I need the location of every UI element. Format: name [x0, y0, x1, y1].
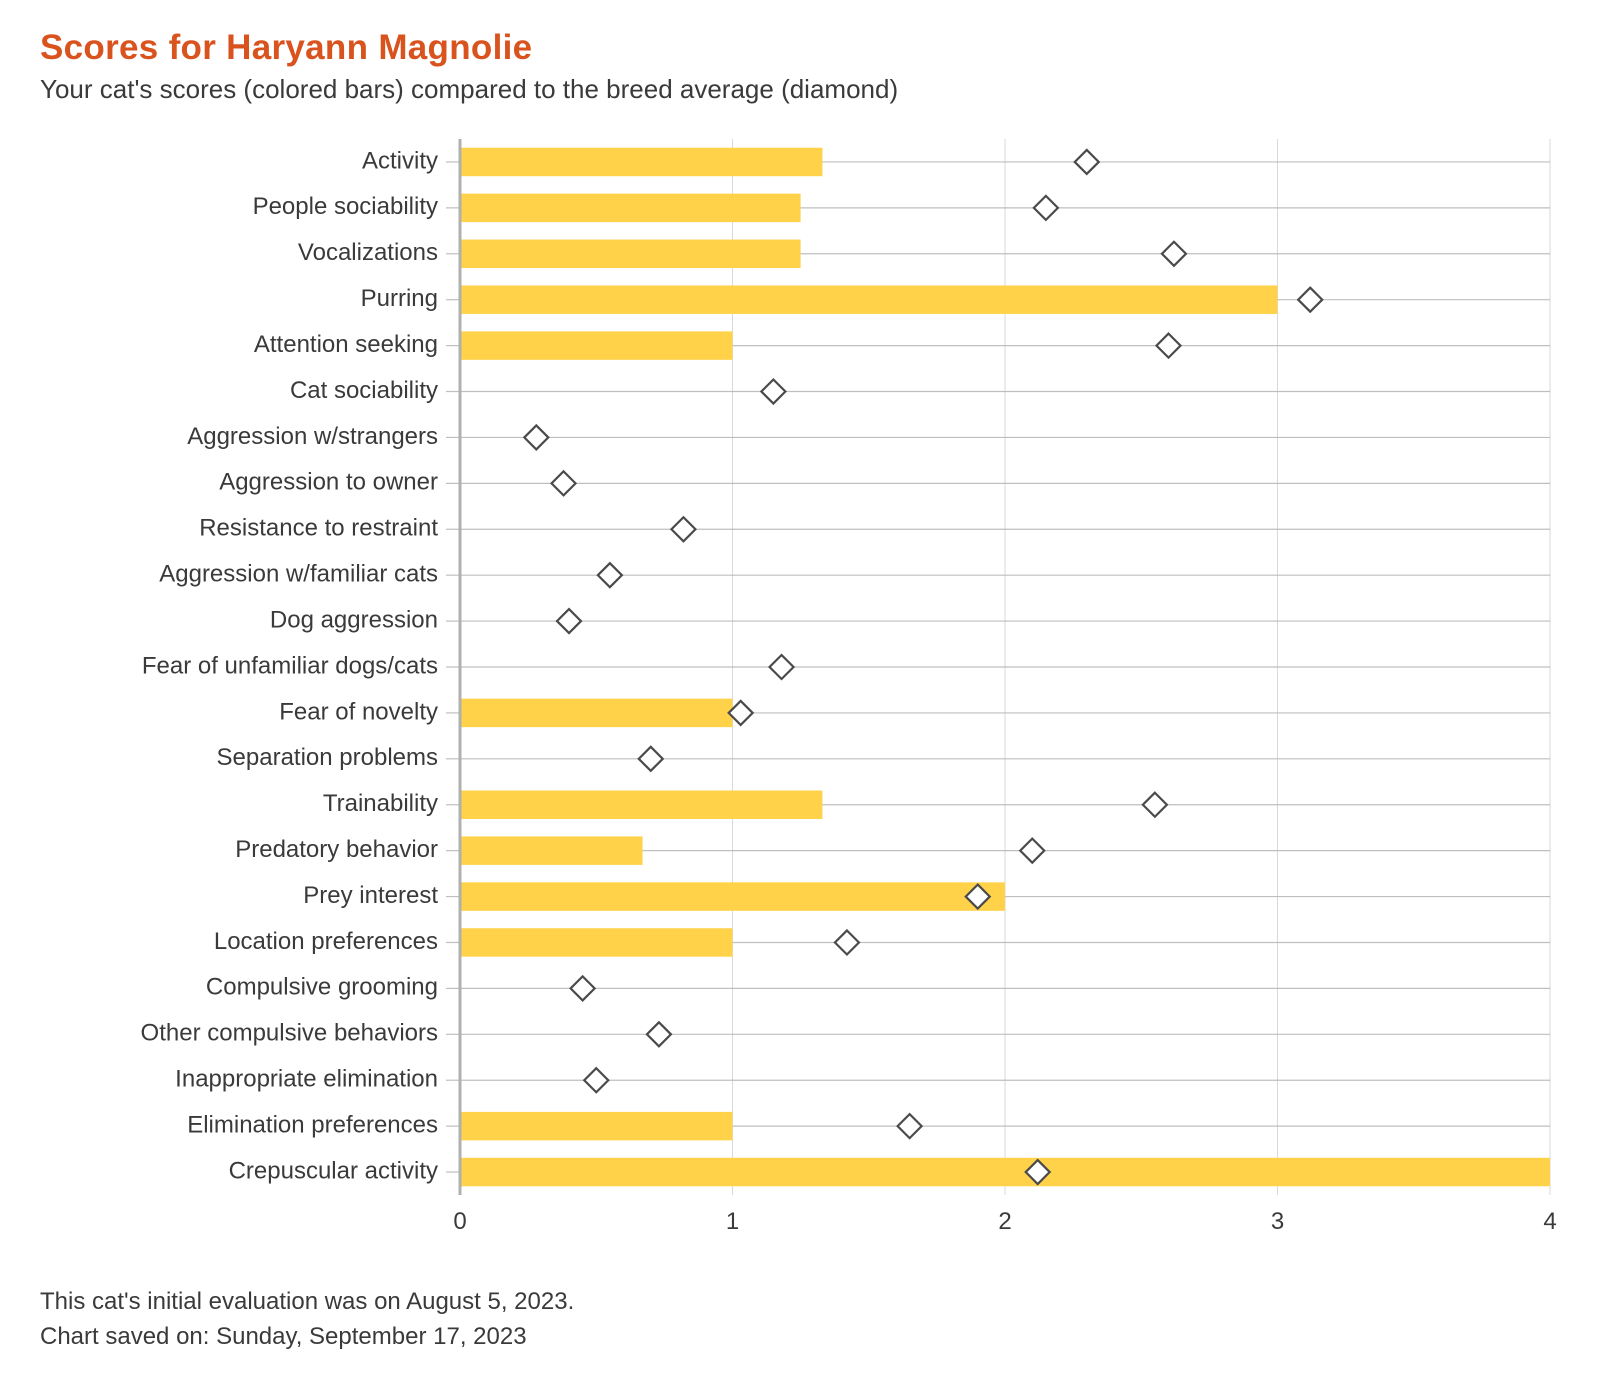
breed-avg-marker — [898, 1114, 922, 1138]
score-bar — [460, 285, 1278, 313]
row-label: Vocalizations — [298, 239, 438, 266]
row-label: Compulsive grooming — [206, 974, 438, 1001]
row-label: Aggression to owner — [219, 469, 438, 496]
breed-avg-marker — [1034, 196, 1058, 220]
footer-saved-date: Chart saved on: Sunday, September 17, 20… — [40, 1320, 1560, 1355]
row-label: Separation problems — [217, 744, 438, 771]
score-bar — [460, 699, 733, 727]
scores-chart-svg: Activity People sociability Vocalizations P… — [40, 131, 1560, 1251]
breed-avg-marker — [1298, 288, 1322, 312]
row-label: Prey interest — [303, 882, 438, 909]
breed-avg-marker — [770, 655, 794, 679]
score-bar — [460, 194, 801, 222]
row-label: Aggression w/familiar cats — [159, 561, 438, 588]
x-tick-label: 3 — [1271, 1208, 1284, 1235]
row-label: Attention seeking — [254, 331, 438, 358]
x-tick-label: 1 — [726, 1208, 739, 1235]
breed-avg-marker — [671, 517, 695, 541]
row-label: Cat sociability — [290, 377, 438, 404]
breed-avg-marker — [835, 930, 859, 954]
x-tick-label: 4 — [1543, 1208, 1556, 1235]
chart-footer: This cat's initial evaluation was on Aug… — [40, 1285, 1560, 1355]
row-label: Purring — [361, 285, 438, 312]
breed-avg-marker — [571, 976, 595, 1000]
row-label: Activity — [362, 147, 438, 174]
breed-avg-marker — [524, 425, 548, 449]
x-tick-label: 0 — [453, 1208, 466, 1235]
score-bar — [460, 882, 1005, 910]
breed-avg-marker — [1143, 793, 1167, 817]
row-label: Other compulsive behaviors — [141, 1020, 438, 1047]
score-bar — [460, 1112, 733, 1140]
scores-chart: Activity People sociability Vocalizations P… — [40, 131, 1560, 1251]
breed-avg-marker — [1020, 839, 1044, 863]
row-label: Crepuscular activity — [229, 1157, 438, 1184]
row-label: Dog aggression — [270, 606, 438, 633]
row-label: Fear of unfamiliar dogs/cats — [142, 652, 438, 679]
score-bar — [460, 791, 822, 819]
score-bar — [460, 1158, 1550, 1186]
footer-eval-date: This cat's initial evaluation was on Aug… — [40, 1285, 1560, 1320]
row-label: People sociability — [253, 193, 438, 220]
score-bar — [460, 240, 801, 268]
breed-avg-marker — [761, 380, 785, 404]
row-label: Aggression w/strangers — [187, 423, 438, 450]
score-bar — [460, 148, 822, 176]
page-title: Scores for Haryann Magnolie — [40, 28, 1560, 68]
row-label: Location preferences — [214, 928, 438, 955]
row-label: Predatory behavior — [235, 836, 438, 863]
breed-avg-marker — [584, 1068, 608, 1092]
breed-avg-marker — [647, 1022, 671, 1046]
score-bar — [460, 331, 733, 359]
breed-avg-marker — [639, 747, 663, 771]
row-label: Resistance to restraint — [199, 515, 438, 542]
breed-avg-marker — [1075, 150, 1099, 174]
score-bar — [460, 928, 733, 956]
row-label: Trainability — [323, 790, 438, 817]
breed-avg-marker — [552, 471, 576, 495]
breed-avg-marker — [598, 563, 622, 587]
page-subtitle: Your cat's scores (colored bars) compare… — [40, 74, 1560, 105]
breed-avg-marker — [1157, 334, 1181, 358]
score-bar — [460, 836, 643, 864]
row-label: Fear of novelty — [279, 698, 438, 725]
row-label: Elimination preferences — [187, 1111, 438, 1138]
page: Scores for Haryann Magnolie Your cat's s… — [0, 0, 1600, 1400]
breed-avg-marker — [557, 609, 581, 633]
row-label: Inappropriate elimination — [175, 1066, 438, 1093]
breed-avg-marker — [1162, 242, 1186, 266]
x-tick-label: 2 — [998, 1208, 1011, 1235]
